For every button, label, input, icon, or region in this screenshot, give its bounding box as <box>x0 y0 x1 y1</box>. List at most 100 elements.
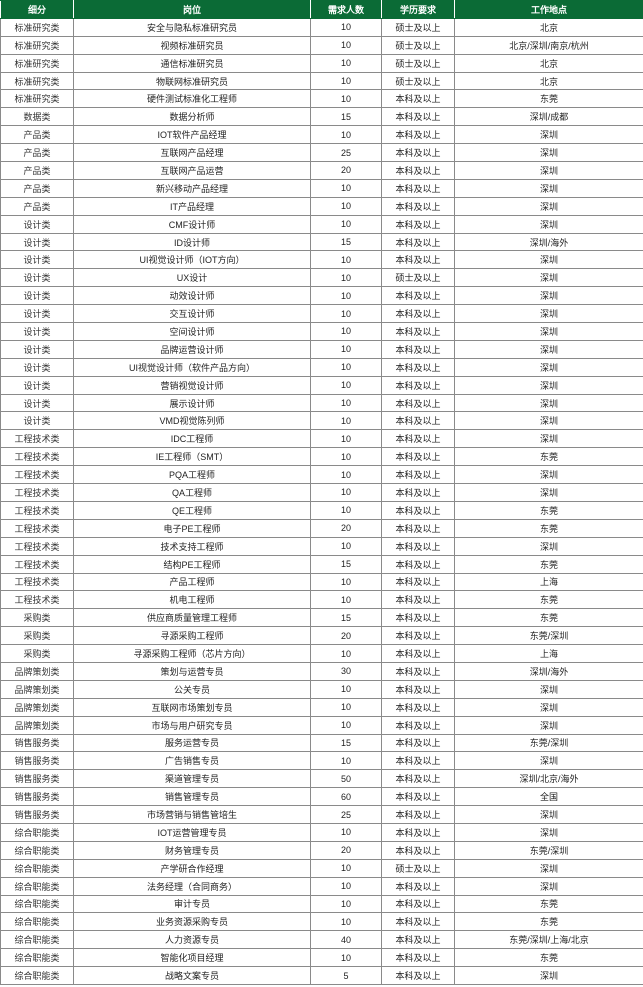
table-row: 产品类 新兴移动产品经理 10 本科及以上 深圳 <box>0 178 643 198</box>
education-cell: 本科及以上 <box>381 554 455 574</box>
table-row: 工程技术类 结构PE工程师 15 本科及以上 东莞 <box>0 554 643 574</box>
headcount-cell: 15 <box>310 232 382 252</box>
headcount-cell: 10 <box>310 125 382 145</box>
position-cell: 智能化项目经理 <box>73 948 311 968</box>
position-cell: 互联网产品经理 <box>73 143 311 163</box>
category-cell: 工程技术类 <box>0 447 74 467</box>
category-cell: 综合职能类 <box>0 840 74 860</box>
category-cell: 综合职能类 <box>0 858 74 878</box>
location-cell: 深圳 <box>454 375 643 395</box>
position-cell: 销售管理专员 <box>73 787 311 807</box>
education-cell: 本科及以上 <box>381 429 455 449</box>
headcount-cell: 10 <box>310 35 382 55</box>
education-cell: 本科及以上 <box>381 787 455 807</box>
category-cell: 综合职能类 <box>0 966 74 985</box>
location-cell: 深圳 <box>454 465 643 485</box>
education-cell: 本科及以上 <box>381 715 455 735</box>
category-cell: 品牌策划类 <box>0 679 74 699</box>
header-row: 细分 岗位 需求人数 学历要求 工作地点 <box>0 0 643 19</box>
headcount-cell: 30 <box>310 661 382 681</box>
table-row: 产品类 互联网产品运营 20 本科及以上 深圳 <box>0 161 643 180</box>
headcount-cell: 10 <box>310 357 382 377</box>
location-cell: 深圳 <box>454 483 643 502</box>
category-cell: 标准研究类 <box>0 53 74 73</box>
education-cell: 本科及以上 <box>381 447 455 467</box>
location-cell: 北京/深圳/南京/杭州 <box>454 35 643 55</box>
education-cell: 硕士及以上 <box>381 858 455 878</box>
position-cell: ID设计师 <box>73 232 311 252</box>
category-cell: 标准研究类 <box>0 71 74 91</box>
headcount-cell: 10 <box>310 375 382 395</box>
table-row: 设计类 VMD视觉陈列师 10 本科及以上 深圳 <box>0 411 643 431</box>
location-cell: 东莞 <box>454 912 643 932</box>
headcount-cell: 10 <box>310 697 382 717</box>
education-cell: 本科及以上 <box>381 876 455 896</box>
education-cell: 本科及以上 <box>381 232 455 252</box>
table-row: 设计类 CMF设计师 10 本科及以上 深圳 <box>0 214 643 234</box>
headcount-cell: 10 <box>310 447 382 467</box>
category-cell: 综合职能类 <box>0 930 74 950</box>
category-cell: 销售服务类 <box>0 751 74 771</box>
category-cell: 设计类 <box>0 322 74 341</box>
headcount-cell: 10 <box>310 71 382 91</box>
education-cell: 本科及以上 <box>381 214 455 234</box>
table-row: 设计类 空间设计师 10 本科及以上 深圳 <box>0 322 643 341</box>
table-row: 产品类 互联网产品经理 25 本科及以上 深圳 <box>0 143 643 163</box>
education-cell: 本科及以上 <box>381 948 455 968</box>
table-row: 综合职能类 法务经理（合同商务） 10 本科及以上 深圳 <box>0 876 643 896</box>
category-cell: 产品类 <box>0 143 74 163</box>
headcount-cell: 10 <box>310 339 382 359</box>
education-cell: 本科及以上 <box>381 644 455 663</box>
education-cell: 本科及以上 <box>381 143 455 163</box>
headcount-cell: 10 <box>310 304 382 324</box>
location-cell: 上海 <box>454 644 643 663</box>
headcount-cell: 10 <box>310 912 382 932</box>
education-cell: 本科及以上 <box>381 894 455 914</box>
category-cell: 标准研究类 <box>0 89 74 109</box>
table-row: 综合职能类 智能化项目经理 10 本科及以上 东莞 <box>0 948 643 968</box>
table-row: 品牌策划类 市场与用户研究专员 10 本科及以上 深圳 <box>0 715 643 735</box>
category-cell: 工程技术类 <box>0 483 74 502</box>
header-location: 工作地点 <box>454 0 643 19</box>
headcount-cell: 10 <box>310 590 382 610</box>
position-cell: 展示设计师 <box>73 393 311 413</box>
education-cell: 硕士及以上 <box>381 268 455 288</box>
category-cell: 综合职能类 <box>0 948 74 968</box>
position-cell: 交互设计师 <box>73 304 311 324</box>
location-cell: 东莞 <box>454 894 643 914</box>
location-cell: 深圳 <box>454 286 643 306</box>
category-cell: 采购类 <box>0 608 74 628</box>
education-cell: 本科及以上 <box>381 626 455 646</box>
category-cell: 销售服务类 <box>0 733 74 753</box>
table-row: 标准研究类 安全与隐私标准研究员 10 硕士及以上 北京 <box>0 17 643 37</box>
education-cell: 本科及以上 <box>381 125 455 145</box>
table-row: 综合职能类 战略文案专员 5 本科及以上 深圳 <box>0 966 643 985</box>
category-cell: 设计类 <box>0 357 74 377</box>
location-cell: 深圳/北京/海外 <box>454 769 643 789</box>
location-cell: 深圳 <box>454 214 643 234</box>
table-row: 设计类 UX设计 10 硕士及以上 深圳 <box>0 268 643 288</box>
position-cell: IOT运营管理专员 <box>73 822 311 842</box>
location-cell: 深圳 <box>454 805 643 824</box>
location-cell: 深圳/成都 <box>454 107 643 127</box>
position-cell: 空间设计师 <box>73 322 311 341</box>
headcount-cell: 20 <box>310 518 382 538</box>
location-cell: 深圳 <box>454 339 643 359</box>
location-cell: 深圳 <box>454 322 643 341</box>
education-cell: 本科及以上 <box>381 679 455 699</box>
education-cell: 本科及以上 <box>381 805 455 824</box>
headcount-cell: 10 <box>310 948 382 968</box>
position-cell: 数据分析师 <box>73 107 311 127</box>
category-cell: 工程技术类 <box>0 518 74 538</box>
location-cell: 东莞 <box>454 447 643 467</box>
category-cell: 工程技术类 <box>0 500 74 520</box>
position-cell: 互联网产品运营 <box>73 161 311 180</box>
education-cell: 本科及以上 <box>381 930 455 950</box>
education-cell: 本科及以上 <box>381 304 455 324</box>
education-cell: 本科及以上 <box>381 536 455 556</box>
category-cell: 产品类 <box>0 125 74 145</box>
position-cell: 视频标准研究员 <box>73 35 311 55</box>
headcount-cell: 20 <box>310 626 382 646</box>
education-cell: 本科及以上 <box>381 250 455 270</box>
table-row: 综合职能类 人力资源专员 40 本科及以上 东莞/深圳/上海/北京 <box>0 930 643 950</box>
